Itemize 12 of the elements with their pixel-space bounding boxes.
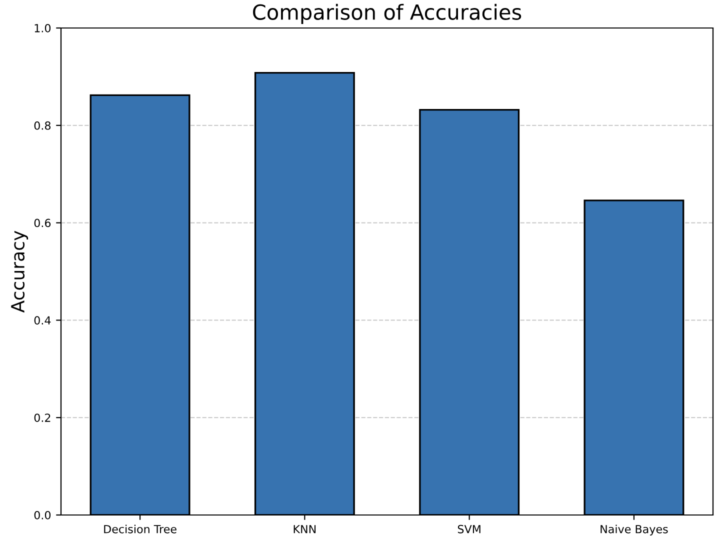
- y-tick-label: 0.0: [34, 510, 51, 520]
- x-tick-label: Decision Tree: [104, 524, 176, 534]
- y-tick-label: 0.2: [34, 414, 50, 422]
- x-tick-label: KNN: [294, 525, 316, 534]
- y-tick-label: 0.8: [34, 121, 51, 130]
- x-tick-label: SVM: [458, 524, 480, 534]
- y-tick-label: 1.0: [34, 24, 51, 32]
- y-axis-title: Accuracy: [11, 230, 28, 313]
- x-tick-label: Naive Bayes: [600, 524, 668, 536]
- chart-title: Comparison of Accuracies: [253, 4, 522, 24]
- y-tick-label: 0.4: [34, 316, 51, 325]
- y-tick-label: 0.6: [34, 218, 51, 228]
